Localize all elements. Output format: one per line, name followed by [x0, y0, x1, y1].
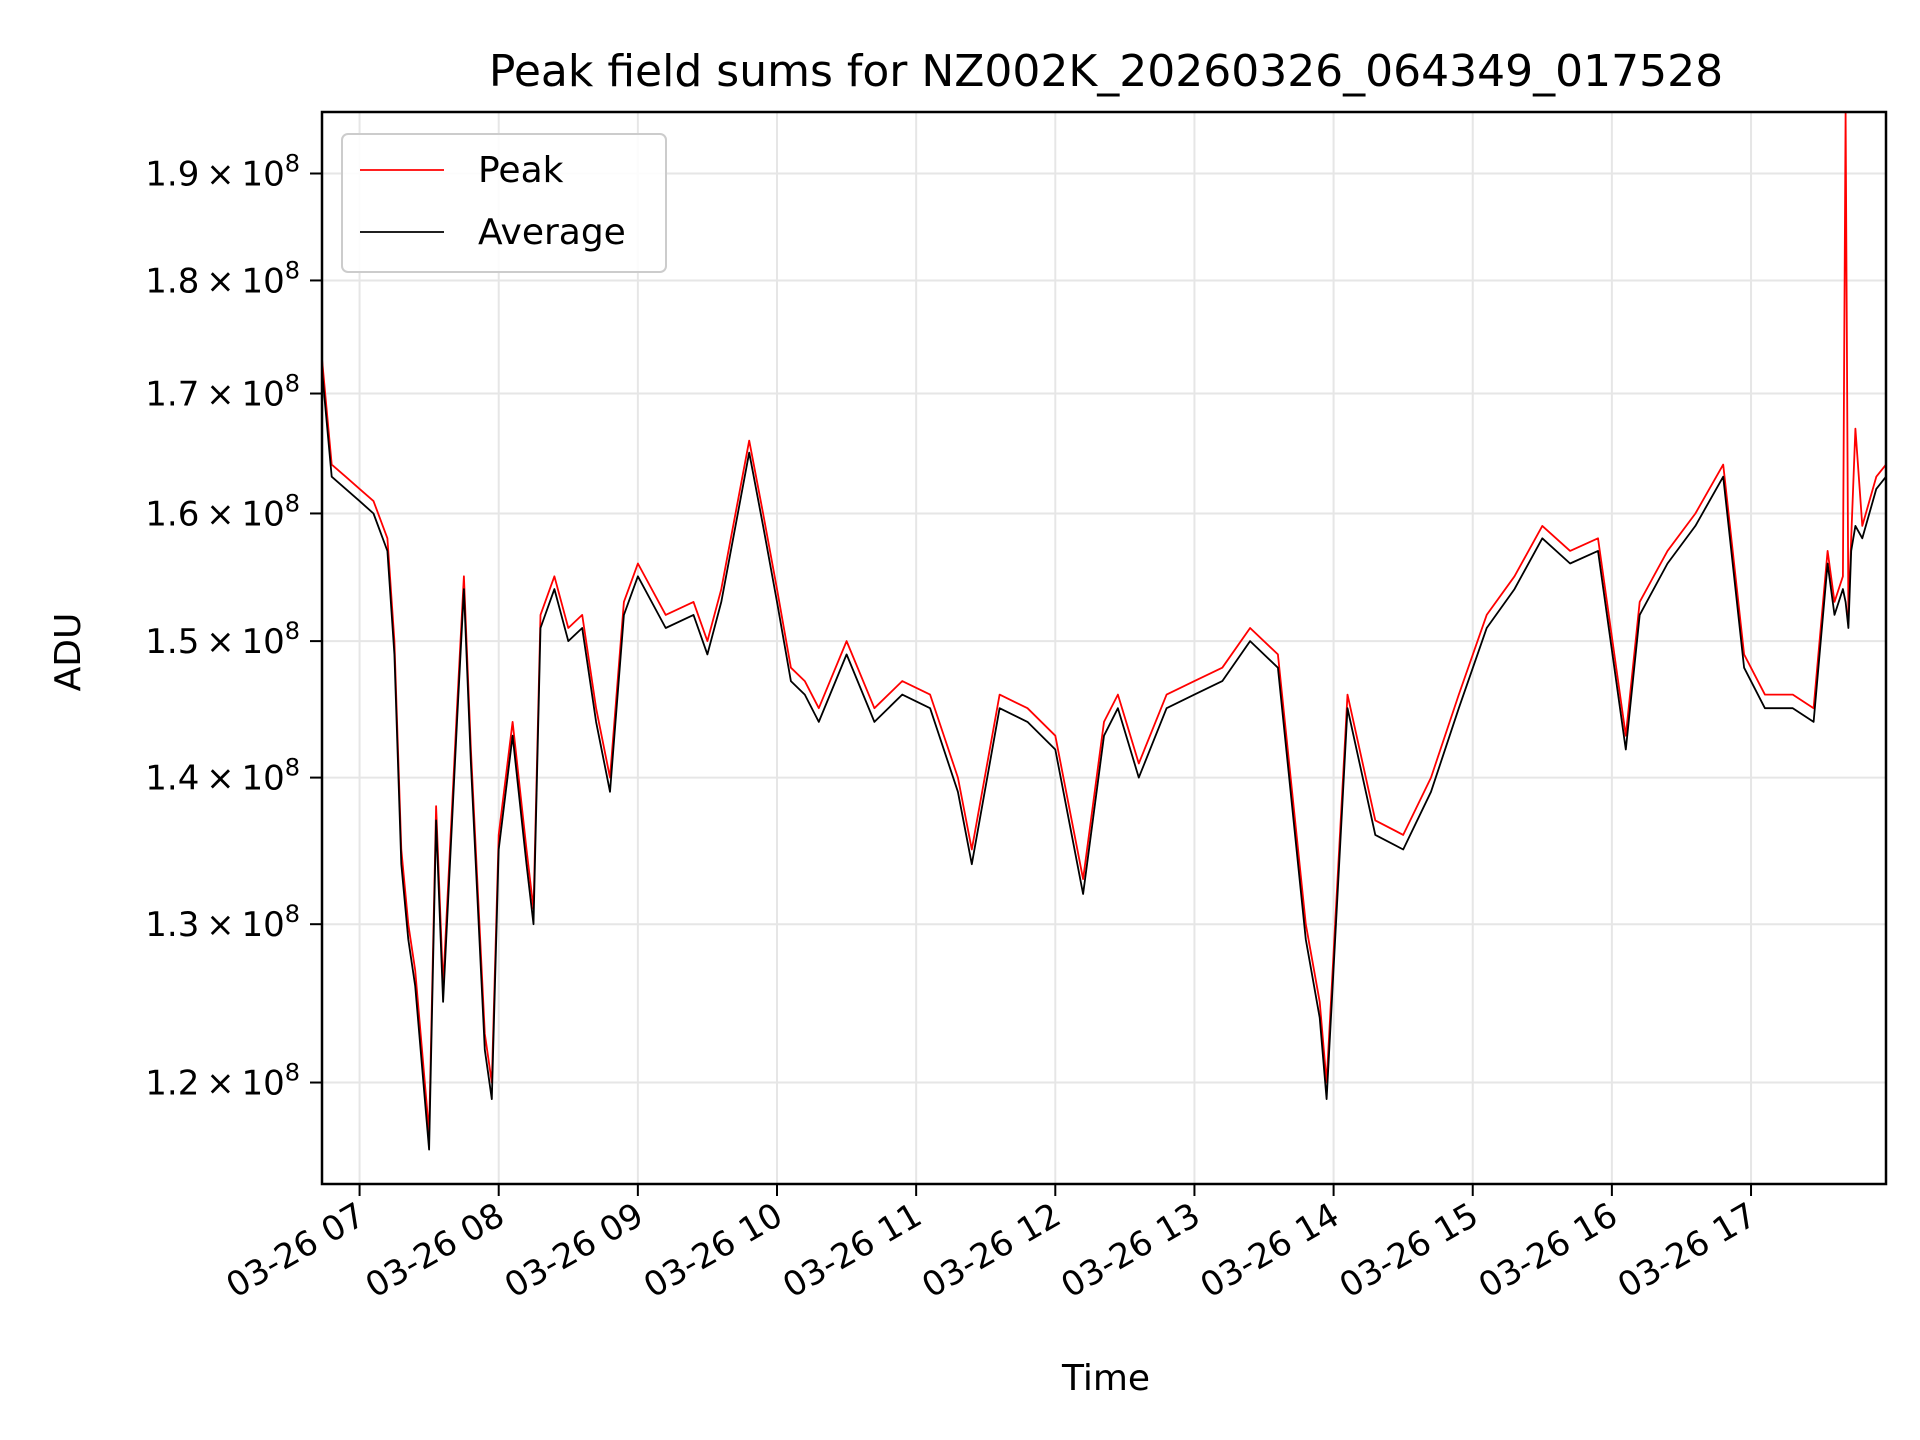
chart-title: Peak field sums for NZ002K_20260326_0643…	[489, 46, 1723, 97]
y-tick-label: 1.6 × 108	[145, 489, 300, 534]
legend-average-label: Average	[478, 212, 626, 253]
legend-peak-label: Peak	[478, 150, 564, 191]
series-layer	[322, 112, 1886, 1151]
y-axis-label: ADU	[48, 613, 89, 692]
y-tick-label: 1.3 × 108	[145, 900, 300, 945]
y-tick-label: 1.8 × 108	[145, 256, 300, 301]
series-line-average	[322, 370, 1886, 1151]
legend: Peak Average	[341, 133, 667, 273]
y-tick-label: 1.2 × 108	[145, 1059, 300, 1104]
grid	[322, 112, 1886, 1184]
legend-box	[341, 133, 667, 273]
y-tick-label: 1.9 × 108	[145, 150, 300, 195]
y-tick-label: 1.5 × 108	[145, 617, 300, 662]
plot-frame	[320, 110, 1888, 1186]
x-axis-label: Time	[1061, 1358, 1150, 1399]
y-tick-label: 1.4 × 108	[145, 754, 300, 799]
y-tick-label: 1.7 × 108	[145, 370, 300, 415]
